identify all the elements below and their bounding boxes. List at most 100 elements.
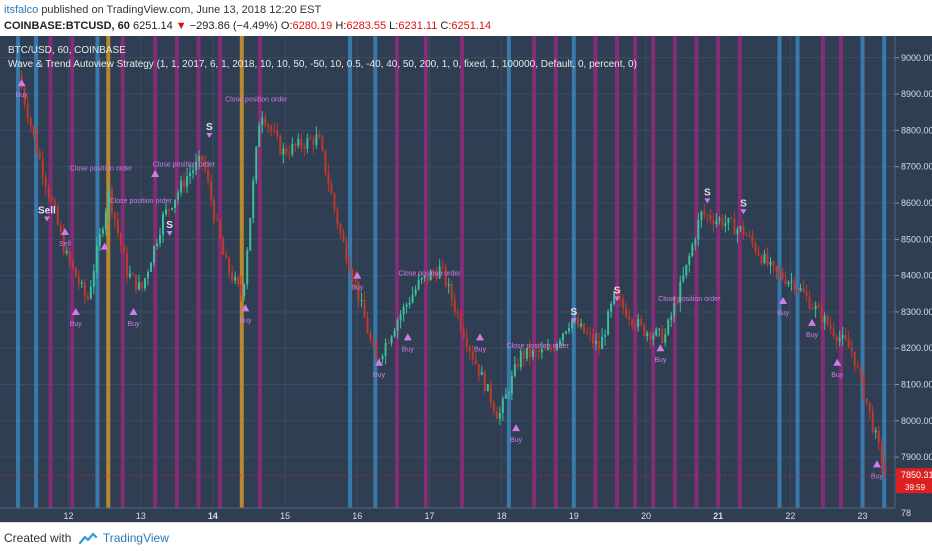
candle-body: [225, 255, 228, 259]
candle-body: [727, 217, 730, 224]
candle-body: [558, 340, 561, 344]
candle-body: [486, 384, 489, 392]
candle-body: [44, 177, 47, 187]
candle-body: [838, 337, 841, 342]
signal-band-blue: [95, 36, 100, 508]
candle-body: [799, 288, 802, 291]
candle-body: [682, 275, 685, 282]
candle-body: [757, 251, 760, 256]
signal-band-blue: [348, 36, 353, 508]
candle-body: [189, 172, 192, 177]
candle-body: [432, 271, 435, 274]
sell-signal-label: S: [740, 198, 747, 209]
signal-band-blue: [34, 36, 39, 508]
signal-band-magenta: [48, 36, 53, 508]
candle-body: [456, 311, 459, 314]
candle-body: [321, 137, 324, 151]
signal-band-magenta: [423, 36, 428, 508]
candle-body: [516, 364, 519, 368]
signal-label: Buy: [70, 321, 83, 328]
candle-body: [261, 117, 264, 126]
low-value: 6231.11: [398, 20, 438, 32]
candle-body: [853, 351, 856, 367]
candle-body: [715, 220, 718, 224]
candle-body: [829, 324, 832, 329]
candle-body: [23, 88, 26, 104]
signal-label: Buy: [777, 310, 790, 317]
candle-body: [26, 103, 29, 119]
candle-body: [429, 271, 432, 281]
candle-body: [204, 160, 207, 170]
candle-body: [567, 327, 570, 332]
candle-body: [513, 364, 516, 376]
candle-body: [381, 355, 384, 360]
candle-body: [586, 332, 589, 334]
candle-body: [673, 302, 676, 317]
created-with: Created with TradingView: [4, 531, 169, 545]
candle-body: [531, 350, 534, 357]
candle-body: [411, 294, 414, 303]
candle-body: [655, 329, 658, 336]
tradingview-brand[interactable]: TradingView: [102, 531, 169, 545]
candle-body: [288, 153, 291, 155]
candle-body: [423, 275, 426, 278]
candle-body: [802, 288, 805, 293]
ohlc-line: COINBASE:BTCUSD, 60 6251.14 ▼ −293.86 (−…: [4, 20, 491, 32]
candle-body: [679, 281, 682, 303]
price-chart[interactable]: Buy Sell Sell Buy Close position order Buy Clo…: [0, 36, 932, 522]
y-tick-label: 8800.00: [901, 125, 932, 135]
candle-body: [814, 305, 817, 310]
candle-body: [685, 264, 688, 276]
sell-arrow-icon: [206, 133, 213, 139]
candle-body: [336, 209, 339, 225]
candle-body: [387, 342, 390, 344]
candle-body: [131, 273, 134, 275]
author-link[interactable]: itsfalco: [4, 4, 39, 16]
last-price-label: 7850.31: [901, 470, 932, 480]
legend-symbol: BTC/USD, 60, COINBASE: [8, 45, 126, 56]
candle-body: [754, 243, 757, 252]
chart-area[interactable]: Buy Sell Sell Buy Close position order Buy Clo…: [0, 36, 932, 522]
buy-arrow-icon: [374, 358, 383, 366]
sell-arrow-icon: [740, 209, 747, 215]
x-tick-label: 16: [352, 511, 362, 521]
signal-label: Sell: [59, 241, 71, 248]
candle-body: [658, 328, 661, 330]
candle-body: [583, 323, 586, 333]
signal-band-blue: [373, 36, 378, 508]
candle-body: [661, 328, 664, 343]
publish-info: itsfalco published on TradingView.com, J…: [4, 4, 321, 16]
candle-body: [237, 276, 240, 285]
candle-body: [697, 219, 700, 240]
candle-body: [149, 263, 152, 272]
candle-body: [282, 148, 285, 155]
buy-arrow-icon: [241, 304, 250, 312]
candle-body: [450, 284, 453, 300]
candle-body: [351, 270, 354, 280]
candle-body: [763, 253, 766, 264]
last-price-tag: [896, 468, 932, 482]
candle-body: [402, 306, 405, 315]
close-position-label: Close position order: [507, 343, 570, 350]
signal-band-magenta: [257, 36, 262, 508]
candle-body: [438, 266, 441, 279]
publish-header: itsfalco published on TradingView.com, J…: [0, 0, 932, 36]
sell-arrow-icon: [166, 231, 173, 237]
candle-body: [543, 349, 546, 351]
signal-label: Buy: [510, 437, 523, 444]
candle-body: [595, 340, 598, 344]
candle-body: [841, 334, 844, 338]
candle-body: [778, 271, 781, 273]
signal-band-magenta: [553, 36, 558, 508]
candle-body: [859, 367, 862, 375]
candle-body: [820, 307, 823, 323]
signal-band-magenta: [394, 36, 399, 508]
buy-arrow-icon: [100, 242, 109, 250]
signal-band-magenta: [672, 36, 677, 508]
candle-body: [610, 303, 613, 312]
candle-body: [534, 350, 537, 352]
candle-body: [276, 130, 279, 137]
x-tick-label: 17: [424, 511, 434, 521]
candle-body: [29, 118, 32, 126]
candle-body: [339, 224, 342, 234]
